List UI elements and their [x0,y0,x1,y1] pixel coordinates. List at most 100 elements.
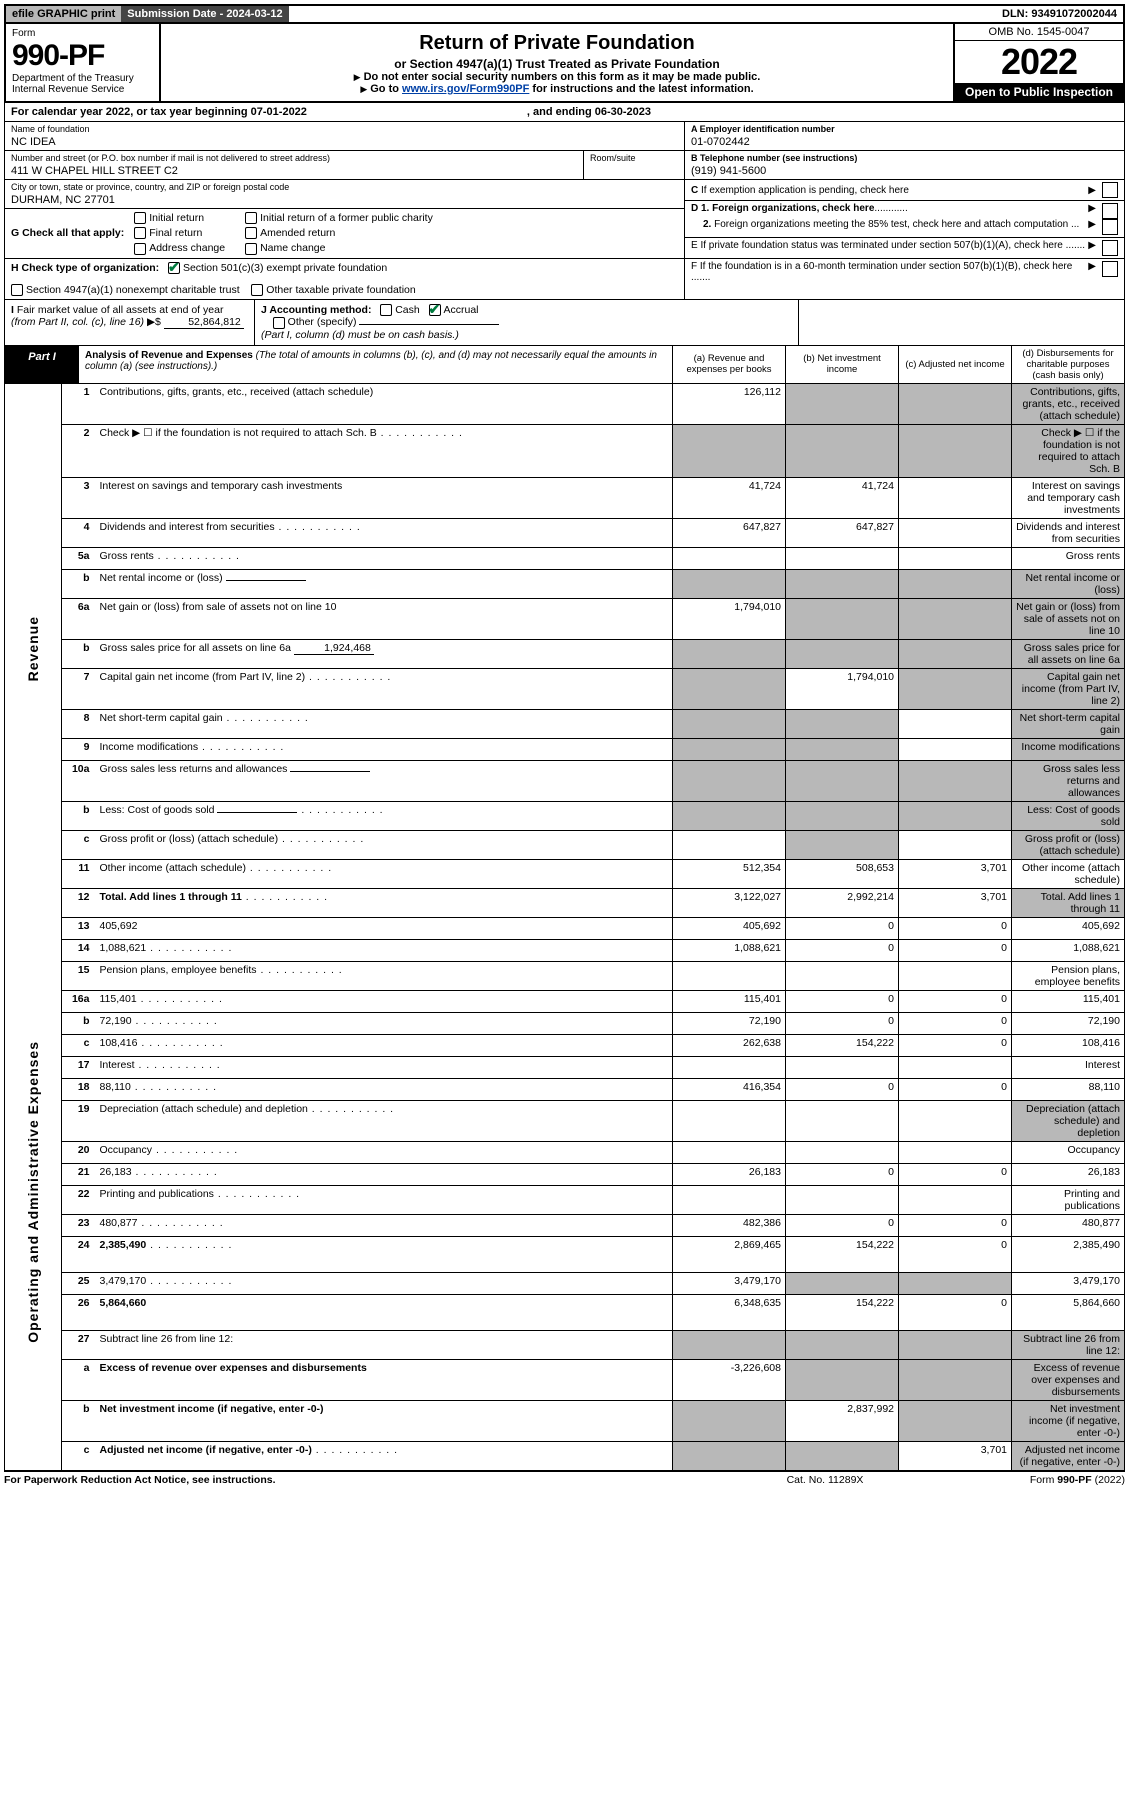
table-row: 5aGross rentsGross rents [5,547,1125,569]
table-row: cAdjusted net income (if negative, enter… [5,1441,1125,1470]
col-b-hdr: (b) Net investment income [785,346,898,383]
cell-c [899,1359,1012,1400]
cb-d2[interactable] [1102,219,1118,235]
cell-b: 154,222 [786,1294,899,1330]
line-description: Gross sales less returns and allowances [96,760,673,801]
cell-a: 72,190 [673,1012,786,1034]
cell-d: 115,401 [1012,990,1125,1012]
footer-right: Form 990-PF (2022) [925,1474,1125,1486]
instruction-2-pre: Go to [370,83,402,95]
cell-c: 0 [899,1012,1012,1034]
form-link[interactable]: www.irs.gov/Form990PF [402,83,529,95]
cell-a: 126,112 [673,384,786,425]
cell-d: Interest on savings and temporary cash i… [1012,477,1125,518]
cb-other-acct[interactable] [273,317,285,329]
cb-initial[interactable] [134,212,146,224]
efile-label[interactable]: efile GRAPHIC print [6,6,121,22]
cb-address[interactable] [134,243,146,255]
cb-final[interactable] [134,227,146,239]
cell-a [673,1056,786,1078]
cb-f[interactable] [1102,261,1118,277]
line-number: b [62,1400,96,1441]
cell-d: 88,110 [1012,1078,1125,1100]
cell-a: 482,386 [673,1214,786,1236]
table-row: 23480,877482,38600480,877 [5,1214,1125,1236]
line-description: Less: Cost of goods sold [96,801,673,830]
cb-initial-former[interactable] [245,212,257,224]
dln-label: DLN: 93491072002044 [996,6,1123,22]
cell-d: Printing and publications [1012,1185,1125,1214]
line-description: Contributions, gifts, grants, etc., rece… [96,384,673,425]
phone-label: B Telephone number (see instructions) [691,153,1118,163]
d2-label: 2. Foreign organizations meeting the 85%… [691,219,1088,235]
line-description: Net gain or (loss) from sale of assets n… [96,598,673,639]
line-number: 26 [62,1294,96,1330]
table-row: bNet investment income (if negative, ent… [5,1400,1125,1441]
line-number: 27 [62,1330,96,1359]
cell-b [786,1330,899,1359]
table-row: 15Pension plans, employee benefitsPensio… [5,961,1125,990]
cell-d: Pension plans, employee benefits [1012,961,1125,990]
part1-tag: Part I [5,346,79,383]
form-word: Form [12,28,153,39]
cell-b [786,1441,899,1470]
cell-a [673,424,786,477]
cell-d: Subtract line 26 from line 12: [1012,1330,1125,1359]
addr-label: Number and street (or P.O. box number if… [11,153,577,163]
cell-c [899,569,1012,598]
cell-d: 26,183 [1012,1163,1125,1185]
cell-a [673,1141,786,1163]
cb-501c3[interactable] [168,262,180,274]
cell-a: -3,226,608 [673,1359,786,1400]
cell-a: 3,122,027 [673,888,786,917]
form-number: 990-PF [12,39,153,73]
cb-amended[interactable] [245,227,257,239]
instruction-1: Do not enter social security numbers on … [364,71,761,83]
cell-b [786,384,899,425]
cell-b: 0 [786,1078,899,1100]
table-row: 19Depreciation (attach schedule) and dep… [5,1100,1125,1141]
cell-d: Net rental income or (loss) [1012,569,1125,598]
cell-c [899,547,1012,569]
table-row: 17InterestInterest [5,1056,1125,1078]
line-description: Net rental income or (loss) [96,569,673,598]
line-description: Interest [96,1056,673,1078]
line-description: Capital gain net income (from Part IV, l… [96,668,673,709]
cb-other-tax[interactable] [251,284,263,296]
cb-c[interactable] [1102,182,1118,198]
cb-4947[interactable] [11,284,23,296]
cell-b: 0 [786,917,899,939]
cb-d1[interactable] [1102,203,1118,219]
table-row: 20OccupancyOccupancy [5,1141,1125,1163]
cell-a: 405,692 [673,917,786,939]
cell-c [899,738,1012,760]
table-row: cGross profit or (loss) (attach schedule… [5,830,1125,859]
line-description: Total. Add lines 1 through 11 [96,888,673,917]
line-number: 15 [62,961,96,990]
cb-accrual[interactable] [429,304,441,316]
table-row: b72,19072,1900072,190 [5,1012,1125,1034]
cell-c [899,1141,1012,1163]
cb-cash[interactable] [380,304,392,316]
cell-a: 416,354 [673,1078,786,1100]
cell-a: 26,183 [673,1163,786,1185]
cell-b [786,1272,899,1294]
top-bar: efile GRAPHIC print Submission Date - 20… [4,4,1125,24]
line-description: Net investment income (if negative, ente… [96,1400,673,1441]
cell-d: Net gain or (loss) from sale of assets n… [1012,598,1125,639]
cell-a: 1,794,010 [673,598,786,639]
line-number: 25 [62,1272,96,1294]
cell-a [673,738,786,760]
line-description: Pension plans, employee benefits [96,961,673,990]
cell-d: Contributions, gifts, grants, etc., rece… [1012,384,1125,425]
line-description: Occupancy [96,1141,673,1163]
cell-d: Gross sales less returns and allowances [1012,760,1125,801]
cell-d: Gross rents [1012,547,1125,569]
cell-a: 2,869,465 [673,1236,786,1272]
line-description: 72,190 [96,1012,673,1034]
cb-e[interactable] [1102,240,1118,256]
cell-b: 1,794,010 [786,668,899,709]
table-row: 8Net short-term capital gainNet short-te… [5,709,1125,738]
cb-name[interactable] [245,243,257,255]
instruction-2-post: for instructions and the latest informat… [529,83,753,95]
